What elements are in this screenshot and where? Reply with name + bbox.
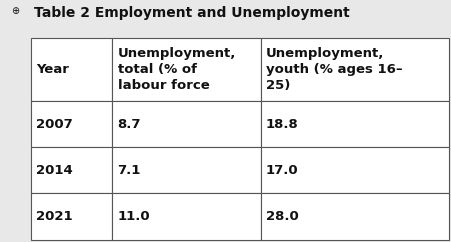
Text: Year: Year: [36, 63, 69, 76]
Bar: [261, 147, 449, 193]
Bar: [112, 101, 261, 147]
Text: 2007: 2007: [36, 118, 73, 131]
Bar: [112, 147, 261, 193]
Bar: [261, 193, 449, 240]
Bar: [112, 38, 261, 101]
Text: 11.0: 11.0: [118, 210, 150, 223]
Bar: [31, 38, 112, 101]
Text: Table 2 Employment and Unemployment: Table 2 Employment and Unemployment: [34, 6, 350, 20]
Text: Unemployment,
total (% of
labour force: Unemployment, total (% of labour force: [118, 47, 236, 92]
Bar: [31, 101, 112, 147]
Bar: [31, 193, 112, 240]
Text: 28.0: 28.0: [266, 210, 299, 223]
Text: 8.7: 8.7: [118, 118, 141, 131]
Bar: [261, 38, 449, 101]
Text: 17.0: 17.0: [266, 164, 299, 177]
Bar: [112, 193, 261, 240]
Text: 2014: 2014: [36, 164, 73, 177]
Text: 7.1: 7.1: [118, 164, 141, 177]
Text: 2021: 2021: [36, 210, 73, 223]
Text: Unemployment,
youth (% ages 16–
25): Unemployment, youth (% ages 16– 25): [266, 47, 403, 92]
Bar: [261, 101, 449, 147]
Text: 18.8: 18.8: [266, 118, 299, 131]
Bar: [31, 147, 112, 193]
Text: ⊕: ⊕: [11, 6, 19, 16]
